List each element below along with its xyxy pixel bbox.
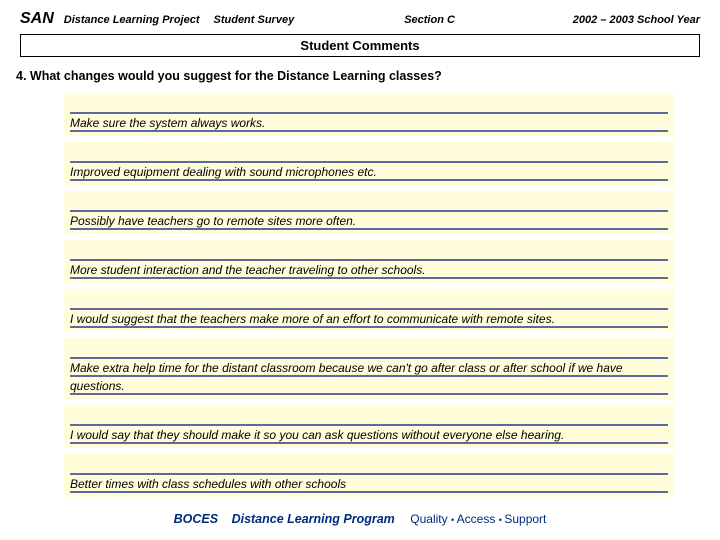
comment-block: More student interaction and the teacher… — [64, 240, 674, 283]
comment-blank-line — [70, 408, 668, 426]
comment-blank-line — [70, 194, 668, 212]
comment-text: More student interaction and the teacher… — [70, 261, 668, 280]
footer-program: Distance Learning Program — [232, 512, 395, 526]
comment-blank-line — [70, 341, 668, 359]
section-label: Section C — [374, 14, 455, 26]
comments-container: Make sure the system always works. Impro… — [64, 93, 674, 497]
comment-text: Make sure the system always works. — [70, 114, 668, 133]
survey-title: Student Survey — [214, 14, 295, 26]
title-box: Student Comments — [20, 34, 700, 57]
comment-blank-line — [70, 457, 668, 475]
footer-org: BOCES — [174, 512, 218, 526]
page-title: Student Comments — [300, 38, 419, 53]
page-footer: BOCES Distance Learning Program Quality … — [0, 512, 720, 526]
org-code: SAN — [20, 10, 54, 28]
comment-text: Possibly have teachers go to remote site… — [70, 212, 668, 231]
comment-blank-line — [70, 292, 668, 310]
comment-block: Make sure the system always works. — [64, 93, 674, 136]
comment-block: Make extra help time for the distant cla… — [64, 338, 674, 399]
comment-block: Better times with class schedules with o… — [64, 454, 674, 497]
comment-block: I would suggest that the teachers make m… — [64, 289, 674, 332]
page-header: SAN Distance Learning Project Student Su… — [0, 0, 720, 32]
comment-block: Possibly have teachers go to remote site… — [64, 191, 674, 234]
comment-text: I would say that they should make it so … — [70, 426, 668, 445]
comment-block: Improved equipment dealing with sound mi… — [64, 142, 674, 185]
comment-text: Make extra help time for the distant cla… — [70, 359, 668, 396]
comment-blank-line — [70, 145, 668, 163]
footer-motto: Quality • Access • Support — [410, 512, 546, 526]
project-title: Distance Learning Project — [64, 14, 200, 26]
comment-text: I would suggest that the teachers make m… — [70, 310, 668, 329]
comment-blank-line — [70, 96, 668, 114]
school-year: 2002 – 2003 School Year — [573, 14, 700, 26]
comment-block: I would say that they should make it so … — [64, 405, 674, 448]
comment-text: Improved equipment dealing with sound mi… — [70, 163, 668, 182]
comment-text: Better times with class schedules with o… — [70, 475, 668, 494]
question-text: 4. What changes would you suggest for th… — [0, 65, 720, 93]
comment-blank-line — [70, 243, 668, 261]
